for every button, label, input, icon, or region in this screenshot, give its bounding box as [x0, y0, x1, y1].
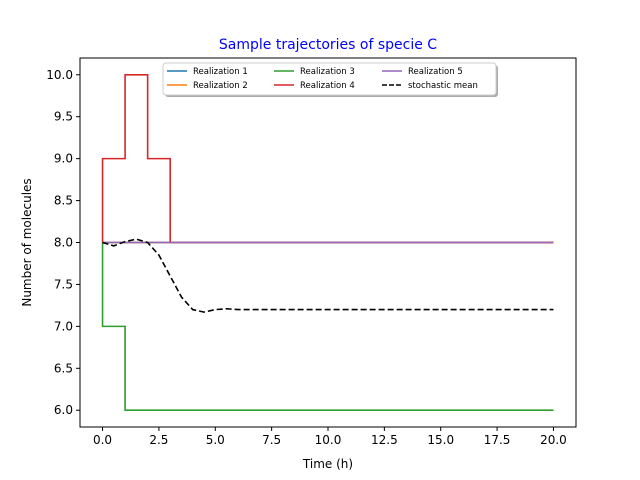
- x-tick-label: 20.0: [540, 433, 567, 447]
- chart-title: Sample trajectories of specie C: [219, 37, 437, 53]
- y-axis-label: Number of molecules: [20, 178, 34, 306]
- legend-label: Realization 4: [300, 81, 355, 91]
- legend-label: Realization 1: [193, 67, 248, 77]
- x-tick-label: 15.0: [427, 433, 454, 447]
- legend-label: Realization 5: [408, 67, 463, 77]
- legend: Realization 1 Realization 2 Realization 3 R…: [162, 62, 498, 97]
- series-line-6: [102, 238, 554, 313]
- plot-area: [101, 73, 554, 412]
- x-tick-label: 7.5: [262, 433, 281, 447]
- x-tick-label: 12.5: [371, 433, 398, 447]
- x-axis: 0.0 2.5 5.0 7.5 10.0 12.5 15.0 17.5 20.0: [93, 427, 567, 447]
- legend-label: Realization 3: [300, 67, 355, 77]
- legend-box: [162, 62, 497, 96]
- y-tick-label: 8.0: [54, 236, 73, 250]
- x-axis-label: Time (h): [302, 457, 353, 471]
- series-line-4: [101, 73, 554, 244]
- legend-label: Realization 2: [193, 81, 248, 91]
- y-tick-label: 9.5: [54, 110, 73, 124]
- x-tick-label: 2.5: [149, 433, 168, 447]
- x-tick-label: 10.0: [315, 433, 342, 447]
- y-tick-label: 7.0: [54, 319, 73, 333]
- y-tick-label: 9.0: [54, 152, 73, 166]
- y-tick-label: 6.5: [54, 361, 73, 375]
- y-tick-label: 8.5: [54, 194, 73, 208]
- y-tick-label: 7.5: [54, 277, 73, 291]
- legend-label: stochastic mean: [408, 81, 478, 91]
- y-tick-label: 6.0: [54, 403, 73, 417]
- x-tick-label: 5.0: [206, 433, 225, 447]
- y-axis: 6.0 6.5 7.0 7.5 8.0 8.5 9.0 9.5 10.0: [46, 68, 80, 417]
- y-tick-label: 10.0: [46, 68, 73, 82]
- series-line-3: [101, 242, 554, 412]
- x-tick-label: 17.5: [484, 433, 511, 447]
- x-tick-label: 0.0: [93, 433, 112, 447]
